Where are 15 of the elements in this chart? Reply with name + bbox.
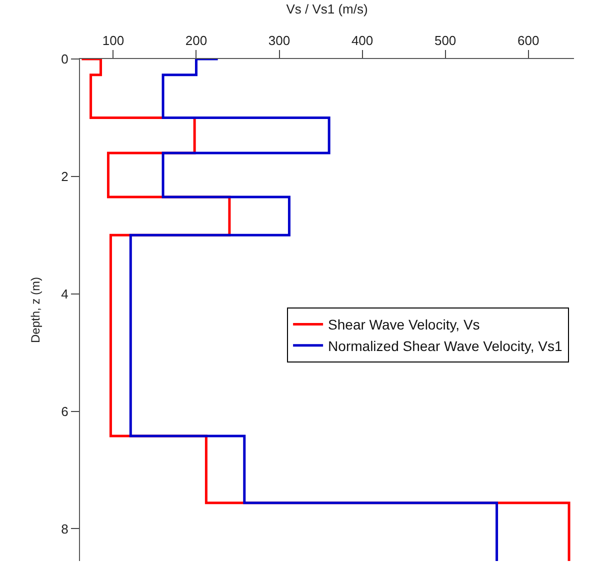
x-tick-label: 100 <box>102 32 124 48</box>
x-axis-title: Vs / Vs1 (m/s) <box>286 2 368 17</box>
legend-label: Normalized Shear Wave Velocity, Vs1 <box>328 338 562 354</box>
legend-label: Shear Wave Velocity, Vs <box>328 316 480 333</box>
y-tick-label: 6 <box>61 404 68 419</box>
x-tick-label: 500 <box>434 32 456 48</box>
y-axis-title: Depth, z (m) <box>28 276 42 344</box>
x-tick-label: 300 <box>268 32 290 48</box>
y-tick-label: 0 <box>61 52 68 67</box>
y-tick-label: 8 <box>61 521 68 536</box>
y-tick-label: 4 <box>61 286 68 302</box>
x-tick-label: 400 <box>351 32 374 48</box>
x-tick-label: 200 <box>185 32 208 48</box>
y-tick-label: 2 <box>61 168 68 184</box>
x-tick-label: 600 <box>517 32 540 48</box>
